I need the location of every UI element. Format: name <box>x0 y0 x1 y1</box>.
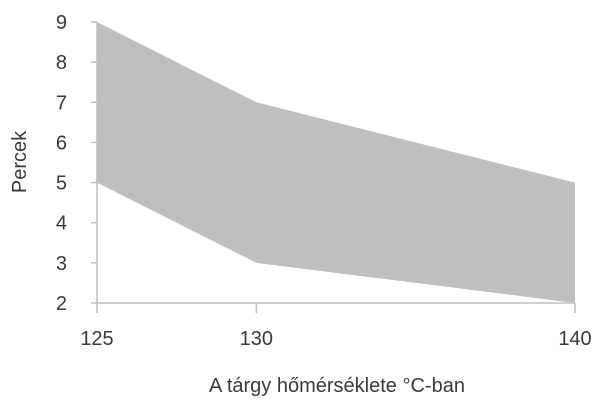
x-axis-title: A tárgy hőmérséklete °C-ban <box>209 375 465 397</box>
y-tick-label: 6 <box>56 132 67 154</box>
y-tick-label: 8 <box>56 52 67 74</box>
y-tick-label: 5 <box>56 173 67 195</box>
axes <box>96 22 575 304</box>
y-tick-label: 3 <box>56 253 67 275</box>
x-ticks: 125 130 140 <box>80 303 592 350</box>
y-tick-label: 2 <box>56 293 67 315</box>
y-tick-label: 4 <box>56 213 67 235</box>
y-axis-title: Percek <box>9 130 31 193</box>
area-layer <box>97 22 575 303</box>
y-ticks: 2 3 4 5 6 7 8 9 <box>56 12 97 315</box>
x-tick-label: 130 <box>240 328 273 350</box>
area-band <box>97 22 575 303</box>
x-tick-label: 140 <box>558 328 591 350</box>
x-tick-label: 125 <box>80 328 113 350</box>
y-tick-label: 9 <box>56 12 67 34</box>
y-tick-label: 7 <box>56 92 67 114</box>
